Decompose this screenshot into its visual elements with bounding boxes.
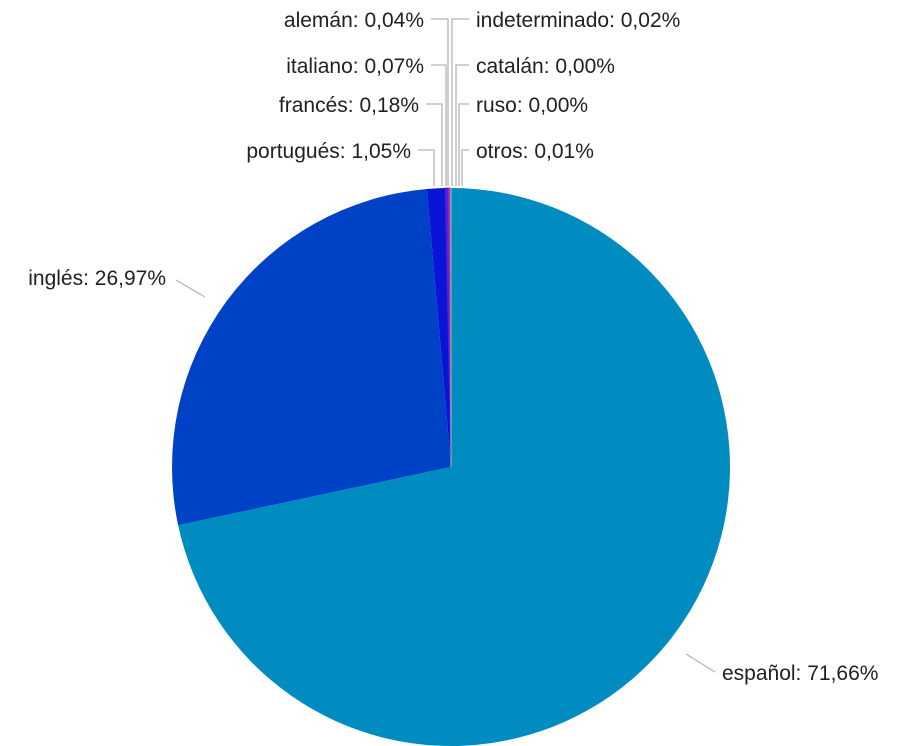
label-alemán: alemán: 0,04% [284, 9, 424, 32]
leader-line-italiano [431, 64, 447, 186]
label-inglés: inglés: 26,97% [28, 267, 166, 290]
leader-line-catalán [455, 64, 469, 186]
label-portugués: portugués: 1,05% [246, 140, 411, 163]
label-español: español: 71,66% [722, 662, 878, 685]
label-indeterminado: indeterminado: 0,02% [476, 9, 680, 32]
slice-labels: español: 71,66% inglés: 26,97% portugués: … [28, 9, 878, 685]
leader-line-indeterminado [451, 18, 469, 186]
label-italiano: italiano: 0,07% [286, 55, 424, 78]
leader-line-portugués [418, 149, 435, 186]
label-leader-lines [175, 18, 716, 673]
label-catalán: catalán: 0,00% [476, 55, 615, 78]
slice-español [178, 188, 730, 746]
label-francés: francés: 0,18% [279, 94, 419, 117]
leader-line-otros [461, 149, 469, 186]
leader-line-francés [426, 103, 443, 186]
leader-line-inglés [175, 279, 206, 298]
pie-slices [172, 187, 730, 746]
slice-inglés [172, 189, 451, 526]
leader-line-alemán [431, 18, 449, 186]
label-otros: otros: 0,01% [476, 140, 594, 163]
label-ruso: ruso: 0,00% [476, 94, 588, 117]
slice-portugués [426, 188, 451, 467]
leader-line-español [685, 653, 716, 673]
leader-line-ruso [458, 103, 469, 186]
